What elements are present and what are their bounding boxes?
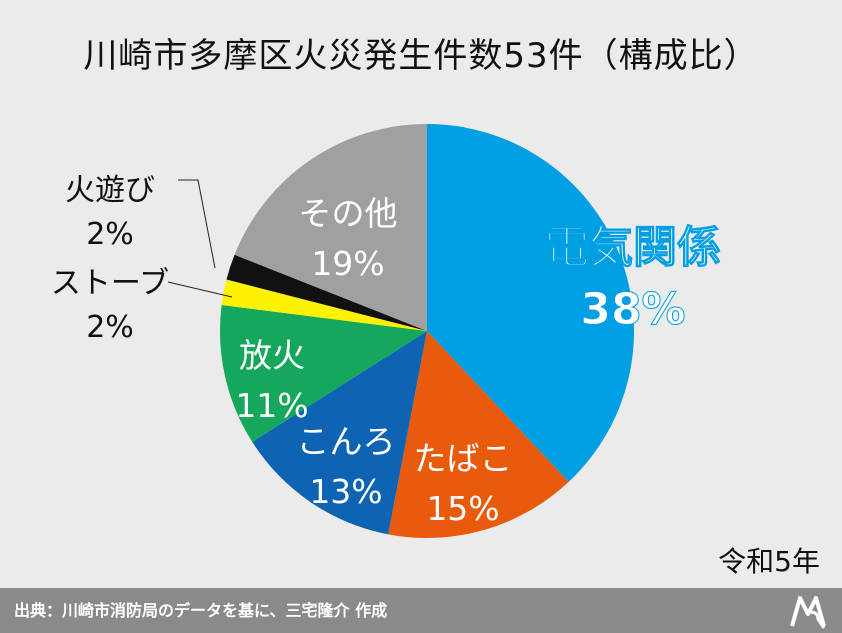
slice-label-7: その他 xyxy=(299,194,398,233)
source-text: 出典：川崎市消防局のデータを基に、三宅隆介 作成 xyxy=(14,601,388,620)
pie-slice-5 xyxy=(221,279,427,331)
slice-value-5: 2% xyxy=(86,310,134,345)
slice-value-2: 15% xyxy=(426,489,499,528)
slice-label-1: 電気関係 xyxy=(545,222,721,273)
source-footer: 出典：川崎市消防局のデータを基に、三宅隆介 作成 xyxy=(0,588,842,633)
pie-slice-1 xyxy=(427,124,634,482)
era-label: 令和5年 xyxy=(718,545,820,578)
leader-line-6 xyxy=(178,179,216,269)
pie-slice-2 xyxy=(388,331,569,538)
slice-label-2: たばこ xyxy=(414,439,513,478)
slice-label-5: ストーブ xyxy=(51,266,169,301)
slice-label-6: 火遊び xyxy=(65,173,155,208)
slice-value-4: 11% xyxy=(235,386,308,425)
pie-slice-4 xyxy=(219,305,427,442)
slice-value-6: 2% xyxy=(86,217,134,252)
slice-label-3: こんろ xyxy=(297,422,396,461)
slice-value-3: 13% xyxy=(309,472,382,511)
mr-logo-icon xyxy=(790,596,826,629)
slice-value-7: 19% xyxy=(311,244,384,283)
slice-label-4: 放火 xyxy=(239,336,305,375)
pie-slice-3 xyxy=(252,331,427,535)
chart-title: 川崎市多摩区火災発生件数53件（構成比） xyxy=(83,36,759,76)
leader-line-5 xyxy=(167,281,233,298)
pie-slice-7 xyxy=(234,124,427,331)
pie-slice-6 xyxy=(226,254,427,331)
slice-value-1: 38% xyxy=(580,284,685,335)
pie-chart: 電気関係 38% たばこ 15% こんろ 13% 放火 11% ストーブ 2% 火遊び 2% その他 19… xyxy=(51,124,722,538)
